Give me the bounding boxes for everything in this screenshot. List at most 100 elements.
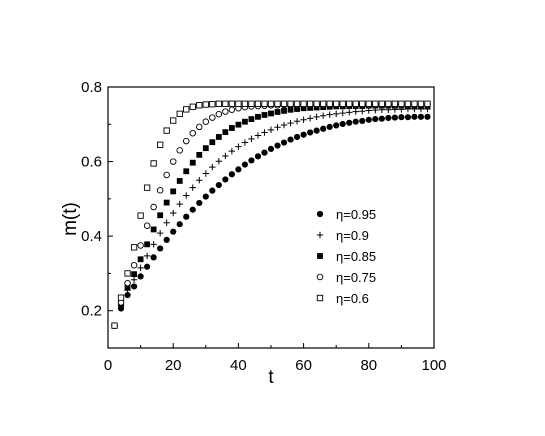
series-2 (111, 105, 431, 329)
legend-marker (316, 294, 324, 302)
data-point (163, 127, 170, 134)
data-point (137, 264, 144, 272)
data-point (293, 133, 301, 141)
data-point (228, 147, 236, 155)
data-point (300, 131, 307, 138)
data-point (183, 213, 190, 220)
data-point (215, 157, 223, 165)
data-point (287, 106, 294, 113)
data-point (124, 284, 131, 291)
data-point (352, 100, 359, 107)
data-point (137, 273, 144, 280)
data-point (176, 200, 183, 208)
data-point (346, 100, 353, 107)
data-point (131, 271, 137, 278)
data-point (215, 181, 222, 189)
data-point (150, 203, 157, 211)
data-point (157, 245, 164, 252)
data-point (176, 147, 183, 154)
data-point (267, 126, 275, 134)
data-point (150, 160, 157, 167)
data-point (385, 114, 392, 122)
data-point (385, 100, 392, 107)
data-point (280, 100, 288, 107)
data-point (261, 129, 268, 136)
data-point (300, 116, 307, 124)
data-point (143, 184, 151, 191)
data-point (274, 142, 281, 149)
data-point (268, 110, 274, 117)
data-point (281, 107, 287, 114)
data-point (287, 119, 294, 127)
data-point (326, 111, 333, 118)
data-point (189, 206, 196, 213)
data-point (196, 123, 203, 131)
data-point (326, 123, 333, 130)
legend-item: η=0.9 (316, 228, 369, 243)
data-point (235, 143, 242, 150)
data-point (157, 212, 164, 219)
data-point (352, 108, 359, 115)
data-point (267, 145, 275, 152)
data-point (170, 117, 177, 124)
data-point (411, 113, 418, 120)
legend-item: η=0.95 (316, 207, 376, 222)
series-3 (111, 102, 431, 329)
data-point (163, 236, 170, 243)
legend-label: η=0.85 (336, 249, 376, 264)
data-point (339, 120, 346, 128)
data-point (143, 222, 151, 229)
data-point (261, 112, 268, 118)
legend-label: η=0.75 (336, 270, 376, 285)
data-series (111, 100, 431, 329)
data-point (241, 100, 249, 107)
data-point (235, 121, 242, 128)
data-point (339, 100, 346, 107)
data-point (209, 114, 216, 121)
data-point (280, 139, 288, 146)
data-point (196, 177, 203, 184)
data-point (117, 294, 125, 301)
data-point (255, 113, 261, 120)
data-point (365, 116, 372, 123)
data-point (150, 226, 157, 233)
data-point (170, 228, 177, 235)
data-point (398, 100, 405, 107)
data-point (183, 106, 190, 113)
data-point (228, 106, 236, 113)
data-point (189, 129, 197, 137)
x-tick-label: 40 (230, 357, 247, 374)
data-point (202, 170, 209, 177)
data-point (202, 145, 209, 152)
data-point (143, 252, 151, 260)
data-point (196, 151, 203, 158)
data-point (202, 193, 209, 200)
x-tick-label: 100 (421, 357, 446, 374)
legend-label: η=0.9 (336, 228, 369, 243)
data-point (313, 100, 320, 107)
data-point (130, 244, 138, 251)
data-point (254, 100, 262, 107)
data-point (372, 100, 379, 107)
y-tick-label: 0.6 (81, 154, 102, 171)
legend-marker (316, 210, 324, 218)
data-point (300, 105, 307, 112)
data-point (306, 115, 314, 122)
axis-tick-labels: 0 20 40 60 80 100 0.2 0.4 0.6 0.8 (81, 79, 446, 374)
data-point (359, 108, 366, 115)
data-point (300, 100, 307, 107)
data-point (209, 163, 216, 171)
data-point (202, 101, 209, 108)
data-point (183, 168, 190, 175)
x-tick-label: 20 (165, 357, 182, 374)
data-point (163, 171, 170, 179)
data-point (242, 118, 248, 125)
data-point (130, 276, 138, 283)
data-point (215, 100, 222, 107)
data-point (248, 157, 255, 164)
data-point (359, 117, 366, 125)
data-point (378, 100, 385, 107)
data-point (261, 100, 268, 107)
data-point (261, 149, 268, 156)
legend-label: η=0.95 (336, 207, 376, 222)
